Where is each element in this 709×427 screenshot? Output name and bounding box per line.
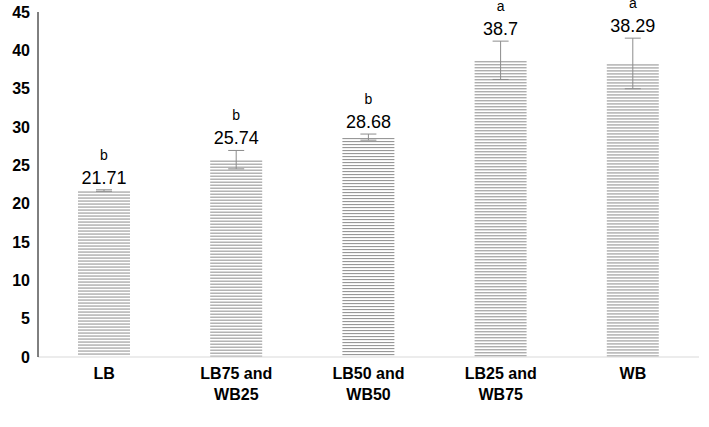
svg-text:28.68: 28.68 [346,112,391,132]
svg-text:35: 35 [12,80,30,97]
svg-text:LB75 and: LB75 and [200,365,272,382]
svg-text:25: 25 [12,157,30,174]
svg-text:30: 30 [12,119,30,136]
svg-text:38.29: 38.29 [610,16,655,36]
svg-text:38.7: 38.7 [483,19,518,39]
svg-text:20: 20 [12,195,30,212]
svg-text:a: a [629,0,637,11]
svg-text:40: 40 [12,42,30,59]
svg-text:15: 15 [12,234,30,251]
svg-text:LB: LB [93,365,114,382]
svg-text:WB50: WB50 [346,386,391,403]
svg-text:5: 5 [21,310,30,327]
svg-text:0: 0 [21,349,30,366]
svg-text:b: b [232,107,240,123]
svg-text:WB75: WB75 [478,386,523,403]
svg-text:45: 45 [12,4,30,21]
svg-text:a: a [497,0,505,14]
svg-text:LB50 and: LB50 and [332,365,404,382]
svg-text:25.74: 25.74 [214,128,259,148]
svg-text:WB: WB [620,365,647,382]
svg-text:b: b [365,91,373,107]
svg-text:WB25: WB25 [214,386,259,403]
svg-text:b: b [100,147,108,163]
svg-text:LB25 and: LB25 and [465,365,537,382]
svg-text:21.71: 21.71 [81,168,126,188]
svg-text:10: 10 [12,272,30,289]
